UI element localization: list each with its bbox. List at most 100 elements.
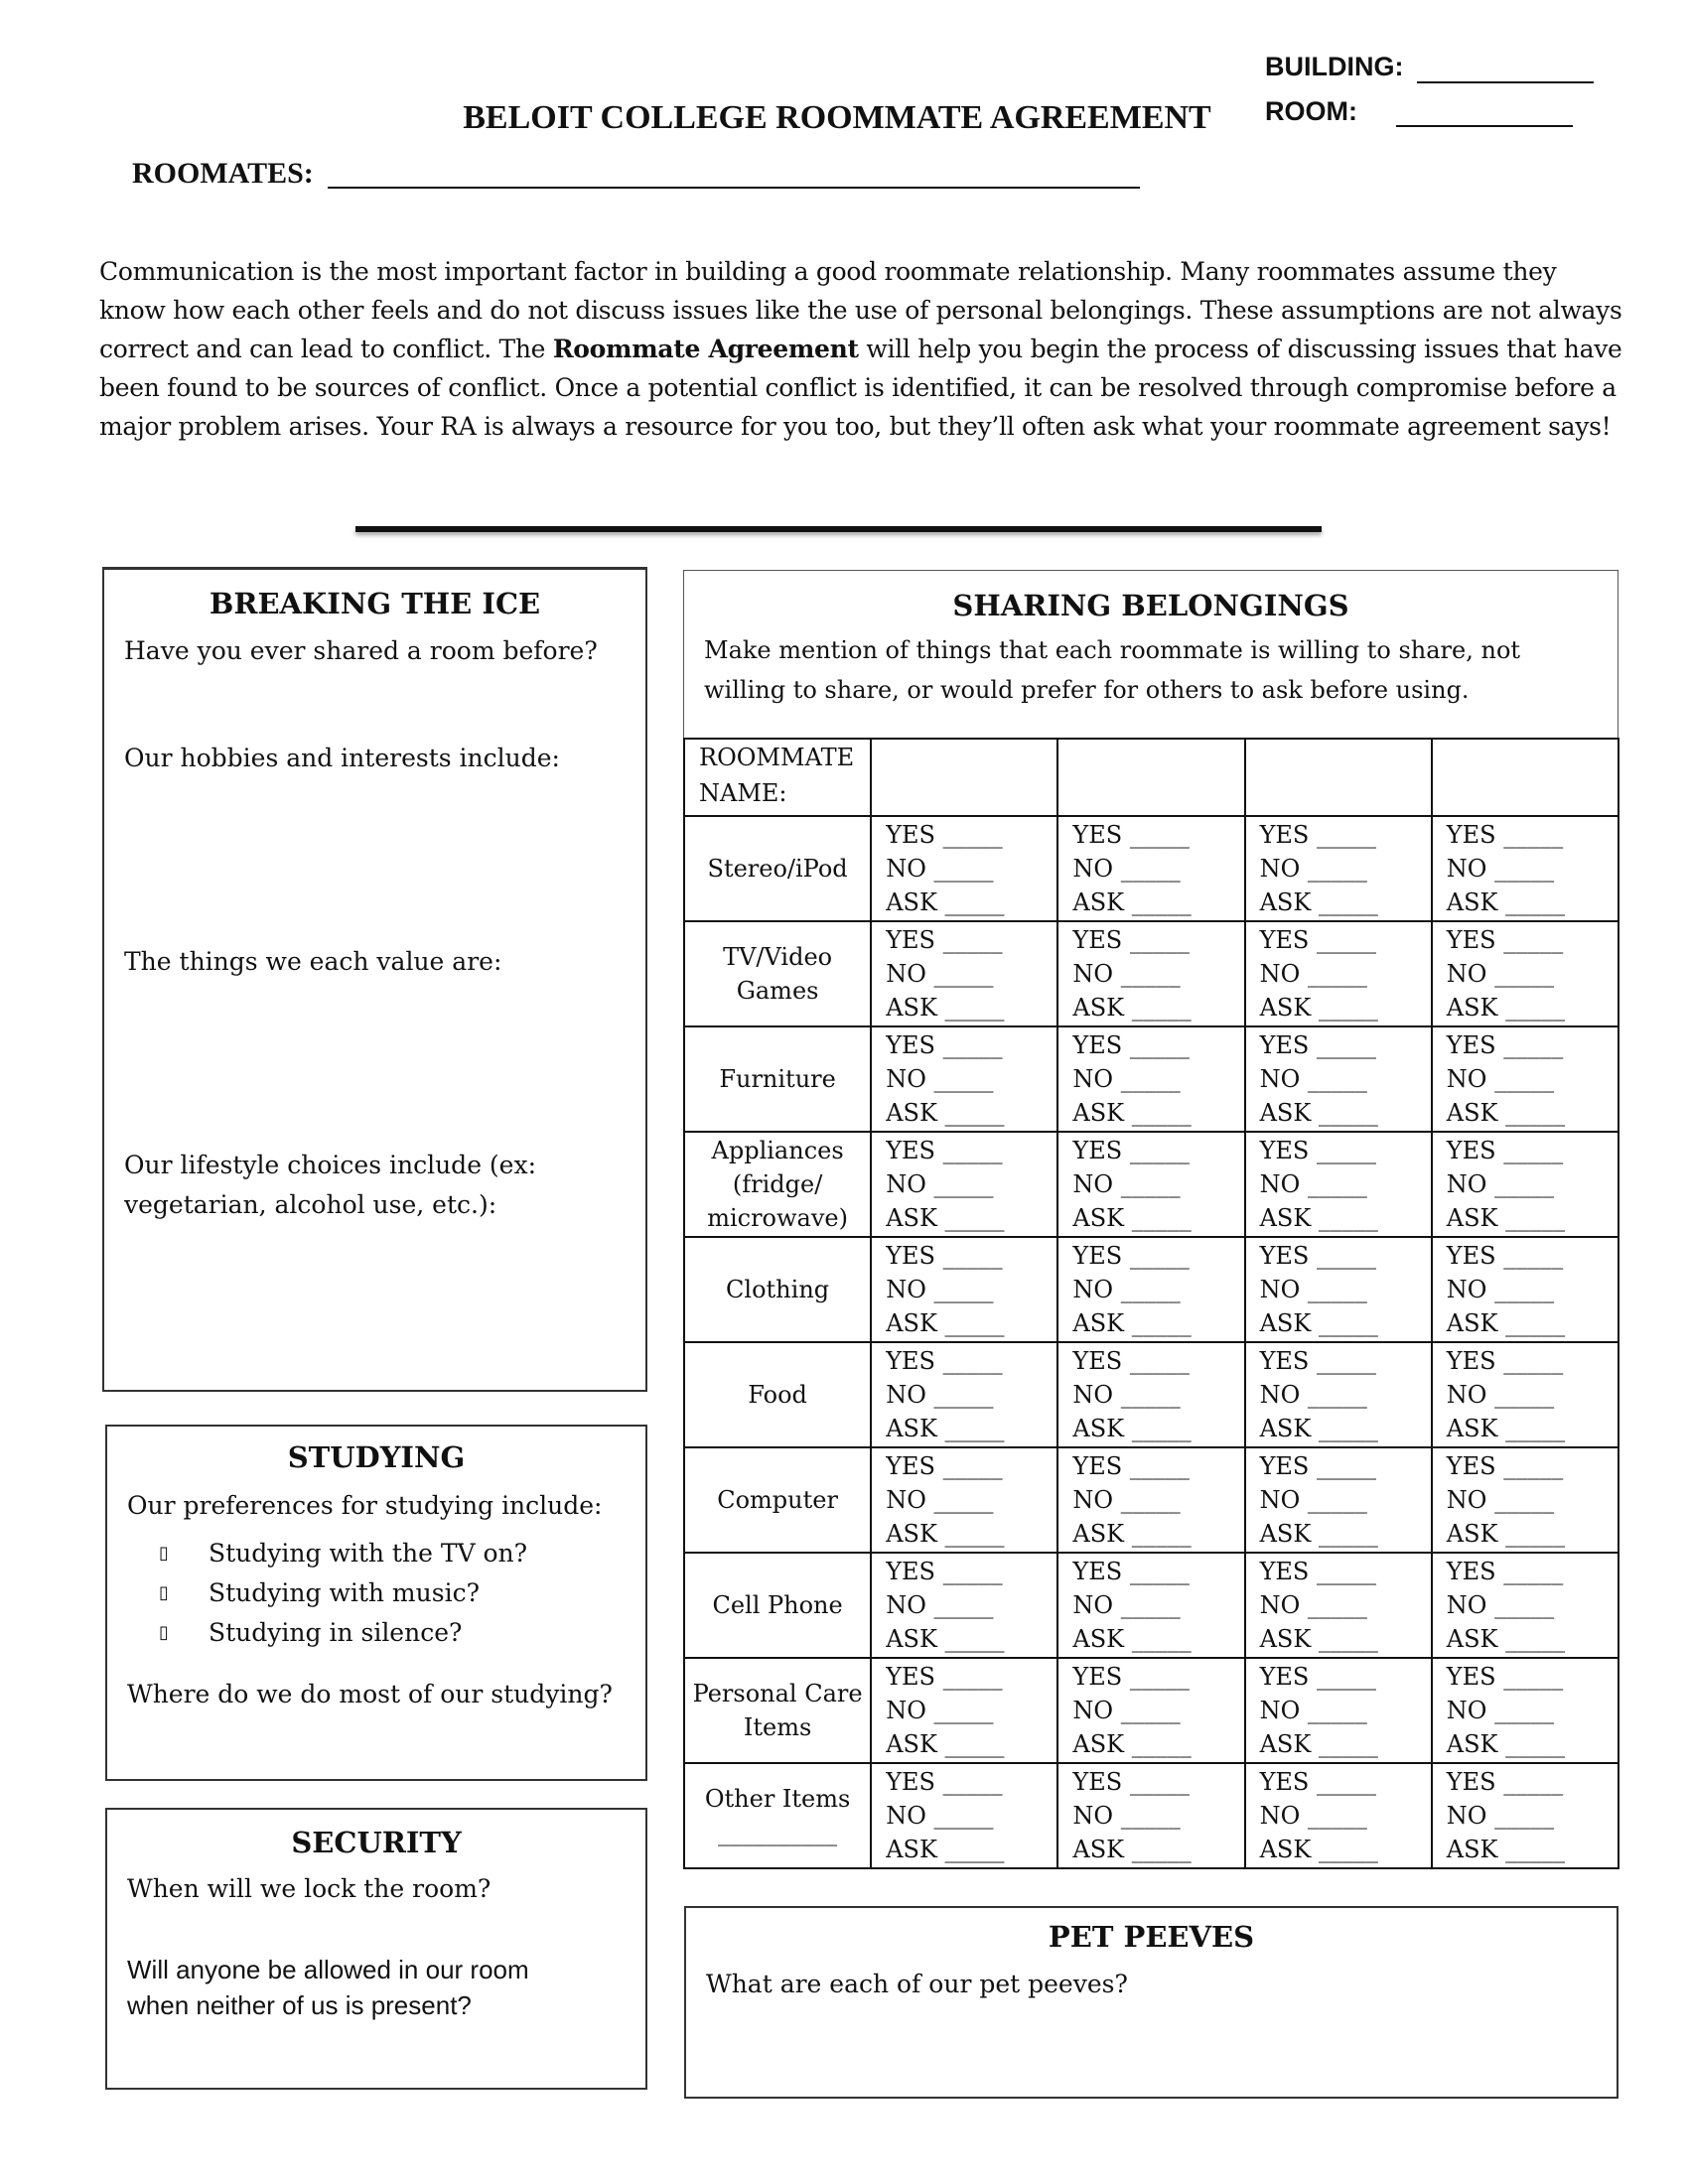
- choice-yes[interactable]: YES _____: [886, 1555, 1056, 1588]
- choice-ask[interactable]: ASK _____: [886, 1306, 1056, 1340]
- choice-blank[interactable]: _____: [942, 1347, 1003, 1375]
- building-field[interactable]: [1417, 81, 1594, 83]
- choice-ask[interactable]: ASK _____: [1447, 1833, 1618, 1866]
- choice-blank[interactable]: _____: [1129, 821, 1190, 849]
- choice-blank[interactable]: _____: [1131, 1730, 1192, 1758]
- room-field[interactable]: [1396, 125, 1573, 127]
- choice-blank[interactable]: _____: [1131, 888, 1192, 916]
- choice-blank[interactable]: _____: [1307, 1697, 1367, 1724]
- choice-blank[interactable]: _____: [1494, 1697, 1555, 1724]
- choice-blank[interactable]: _____: [1120, 1065, 1181, 1093]
- choice-ask[interactable]: ASK _____: [1447, 1622, 1618, 1656]
- choice-no[interactable]: NO _____: [886, 852, 1056, 886]
- choice-blank[interactable]: _____: [942, 1242, 1003, 1270]
- choice-blank[interactable]: _____: [1131, 1099, 1192, 1127]
- choice-no[interactable]: NO _____: [886, 957, 1056, 991]
- choice-blank[interactable]: _____: [1120, 1381, 1181, 1409]
- choice-yes[interactable]: YES _____: [1260, 1028, 1431, 1062]
- choice-blank[interactable]: _____: [1318, 1099, 1378, 1127]
- choice-blank[interactable]: _____: [1317, 1768, 1377, 1796]
- choice-ask[interactable]: ASK _____: [1447, 1727, 1618, 1761]
- choice-blank[interactable]: _____: [1131, 1204, 1192, 1232]
- choice-blank[interactable]: _____: [1505, 1309, 1566, 1337]
- choice-blank[interactable]: _____: [1318, 888, 1378, 916]
- choice-no[interactable]: NO _____: [1447, 1273, 1618, 1306]
- choice-blank[interactable]: _____: [1505, 888, 1566, 916]
- choice-ask[interactable]: ASK _____: [1072, 1306, 1243, 1340]
- choice-blank[interactable]: _____: [944, 1204, 1005, 1232]
- choice-no[interactable]: NO _____: [1260, 1273, 1431, 1306]
- choice-ask[interactable]: ASK _____: [886, 1201, 1056, 1235]
- choice-no[interactable]: NO _____: [1260, 1799, 1431, 1833]
- choice-blank[interactable]: _____: [933, 1802, 994, 1830]
- choice-ask[interactable]: ASK _____: [1072, 991, 1243, 1024]
- choice-yes[interactable]: YES _____: [1260, 1344, 1431, 1378]
- choice-blank[interactable]: _____: [944, 1730, 1005, 1758]
- choice-ask[interactable]: ASK _____: [1072, 1833, 1243, 1866]
- choice-blank[interactable]: _____: [944, 1625, 1005, 1653]
- choice-no[interactable]: NO _____: [1072, 1167, 1243, 1201]
- choice-no[interactable]: NO _____: [886, 1483, 1056, 1517]
- choice-blank[interactable]: _____: [1317, 821, 1377, 849]
- choice-blank[interactable]: _____: [1494, 1276, 1555, 1303]
- choice-no[interactable]: NO _____: [886, 1799, 1056, 1833]
- choice-blank[interactable]: _____: [1494, 1381, 1555, 1409]
- choice-ask[interactable]: ASK _____: [1447, 886, 1618, 919]
- choice-ask[interactable]: ASK _____: [1072, 1727, 1243, 1761]
- choice-no[interactable]: NO _____: [1072, 957, 1243, 991]
- checkbox-icon[interactable]: ▯: [159, 1622, 169, 1643]
- choice-blank[interactable]: _____: [944, 888, 1005, 916]
- other-item-field[interactable]: __________: [718, 1819, 838, 1846]
- choice-blank[interactable]: _____: [1307, 1170, 1367, 1198]
- choice-blank[interactable]: _____: [944, 1520, 1005, 1548]
- choice-yes[interactable]: YES _____: [1072, 1660, 1243, 1694]
- choice-no[interactable]: NO _____: [886, 1694, 1056, 1727]
- choice-blank[interactable]: _____: [1120, 1697, 1181, 1724]
- choice-yes[interactable]: YES _____: [1447, 818, 1618, 852]
- choice-no[interactable]: NO _____: [1447, 1167, 1618, 1201]
- choice-blank[interactable]: _____: [1129, 1768, 1190, 1796]
- choice-ask[interactable]: ASK _____: [1260, 886, 1431, 919]
- choice-blank[interactable]: _____: [942, 1558, 1003, 1585]
- choice-blank[interactable]: _____: [1307, 960, 1367, 988]
- choice-ask[interactable]: ASK _____: [1072, 1412, 1243, 1445]
- choice-ask[interactable]: ASK _____: [1260, 1412, 1431, 1445]
- choice-blank[interactable]: _____: [1503, 1663, 1564, 1691]
- choice-blank[interactable]: _____: [944, 1309, 1005, 1337]
- choice-yes[interactable]: YES _____: [1447, 1134, 1618, 1167]
- choice-blank[interactable]: _____: [1120, 1802, 1181, 1830]
- choice-blank[interactable]: _____: [1307, 1591, 1367, 1619]
- choice-yes[interactable]: YES _____: [1072, 818, 1243, 852]
- roommates-field[interactable]: [328, 187, 1140, 189]
- choice-blank[interactable]: _____: [1129, 1558, 1190, 1585]
- choice-no[interactable]: NO _____: [1260, 957, 1431, 991]
- choice-blank[interactable]: _____: [1317, 1558, 1377, 1585]
- choice-blank[interactable]: _____: [1318, 994, 1378, 1022]
- choice-no[interactable]: NO _____: [1447, 1694, 1618, 1727]
- choice-blank[interactable]: _____: [1505, 1730, 1566, 1758]
- choice-yes[interactable]: YES _____: [1447, 1555, 1618, 1588]
- choice-ask[interactable]: ASK _____: [1072, 1622, 1243, 1656]
- choice-no[interactable]: NO _____: [1072, 1694, 1243, 1727]
- choice-ask[interactable]: ASK _____: [886, 1412, 1056, 1445]
- choice-blank[interactable]: _____: [1129, 1031, 1190, 1059]
- choice-ask[interactable]: ASK _____: [886, 991, 1056, 1024]
- choice-blank[interactable]: _____: [1129, 1242, 1190, 1270]
- choice-yes[interactable]: YES _____: [886, 1134, 1056, 1167]
- choice-blank[interactable]: _____: [1120, 1486, 1181, 1514]
- choice-yes[interactable]: YES _____: [1447, 1028, 1618, 1062]
- choice-yes[interactable]: YES _____: [1447, 923, 1618, 957]
- choice-ask[interactable]: ASK _____: [1260, 1622, 1431, 1656]
- choice-blank[interactable]: _____: [942, 1663, 1003, 1691]
- choice-blank[interactable]: _____: [1120, 1170, 1181, 1198]
- choice-blank[interactable]: _____: [1503, 926, 1564, 954]
- choice-blank[interactable]: _____: [1317, 1347, 1377, 1375]
- choice-yes[interactable]: YES _____: [1072, 1028, 1243, 1062]
- choice-blank[interactable]: _____: [1503, 1137, 1564, 1164]
- choice-blank[interactable]: _____: [1120, 855, 1181, 883]
- choice-blank[interactable]: _____: [1318, 1625, 1378, 1653]
- choice-blank[interactable]: _____: [1317, 1452, 1377, 1480]
- choice-blank[interactable]: _____: [1503, 1558, 1564, 1585]
- choice-ask[interactable]: ASK _____: [1260, 1833, 1431, 1866]
- checkbox-icon[interactable]: ▯: [159, 1582, 169, 1603]
